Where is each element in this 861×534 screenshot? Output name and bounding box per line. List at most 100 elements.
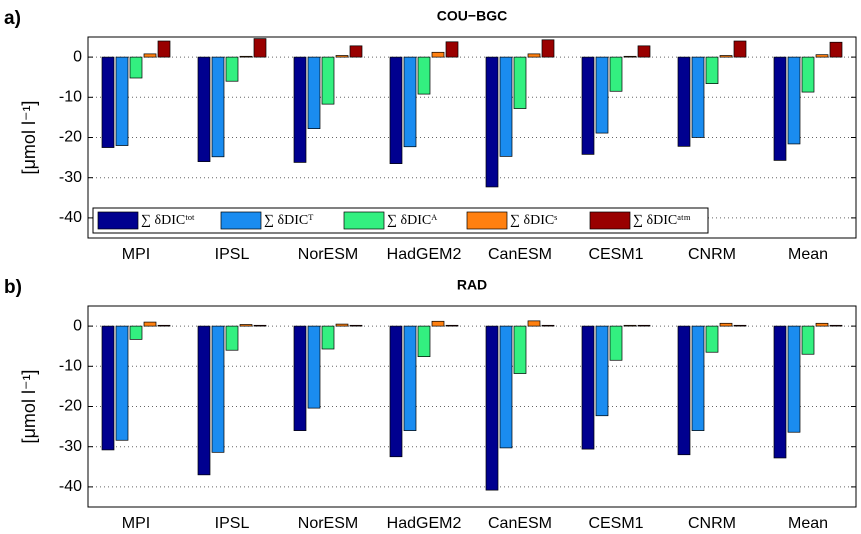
chart-title: COU−BGC [437,8,507,24]
bar [719,55,733,58]
bar [253,324,267,327]
x-tick-label: CanESM [488,246,552,263]
bar [499,325,513,449]
legend: ∑ δDICᵗᵒᵗ ∑ δDICᵀ ∑ δDICᴬ ∑ δDICˢ ∑ δDICᵃᵗᵐ [92,207,709,234]
bar [787,325,801,433]
bar [115,325,129,441]
bar [101,325,115,451]
bar [239,324,253,327]
bar [581,325,595,450]
bar [733,40,747,58]
y-tick-label: -30 [59,438,82,455]
bar [307,56,321,130]
legend-label: ∑ δDICᴬ [387,213,437,228]
bar [595,325,609,417]
y-axis-label: [μmol l⁻¹] [19,101,39,175]
y-tick-label: -40 [59,209,82,226]
x-tick-label: MPI [122,515,150,532]
legend-label: ∑ δDICᵀ [264,213,313,228]
bar [829,41,843,58]
legend-label: ∑ δDICˢ [510,213,557,228]
bar [417,56,431,95]
bar [829,324,843,327]
legend-swatch [466,211,508,230]
y-tick-label: 0 [73,317,82,334]
bar [211,56,225,158]
x-tick-label: CanESM [488,515,552,532]
bar [801,56,815,93]
bar [499,56,513,157]
y-tick-label: -40 [59,478,82,495]
bar [787,56,801,145]
bar [485,56,499,188]
bar [705,325,719,353]
y-tick-label: -20 [59,129,82,146]
bar [431,320,445,327]
bar [129,56,143,79]
bar [225,325,239,351]
bar [321,325,335,350]
bar [513,325,527,374]
x-tick-label: HadGEM2 [387,246,462,263]
y-tick-label: 0 [73,48,82,65]
bar [445,324,459,327]
legend-label: ∑ δDICᵃᵗᵐ [633,213,691,228]
x-tick-label: IPSL [215,515,250,532]
bar [733,324,747,327]
bar [197,325,211,476]
bar [335,55,349,58]
legend-label: ∑ δDICᵗᵒᵗ [141,213,195,228]
bar [801,325,815,355]
bar [719,322,733,327]
panel-label: b) [4,277,22,298]
bar [389,325,403,458]
bar [101,56,115,148]
y-axis-label: [μmol l⁻¹] [19,370,39,444]
bar [115,56,129,146]
y-tick-label: -10 [59,89,82,106]
bar [211,325,225,453]
bar [417,325,431,358]
bar [609,325,623,361]
x-tick-label: Mean [788,246,828,263]
bar [541,324,555,327]
bar [197,56,211,162]
bar [143,53,157,58]
bar [403,325,417,431]
bar [321,56,335,105]
x-tick-label: Mean [788,515,828,532]
x-tick-label: CNRM [688,515,736,532]
bar [691,325,705,431]
bar [595,56,609,134]
bar [225,56,239,82]
chart-title: RAD [457,277,487,293]
x-tick-label: IPSL [215,246,250,263]
y-tick-label: -20 [59,398,82,415]
plot-frame [87,36,857,239]
bar [293,325,307,431]
bar [541,39,555,58]
x-tick-label: CESM1 [588,246,643,263]
bar [815,322,829,327]
plot-frame [87,305,857,508]
bar [527,53,541,58]
x-tick-label: CNRM [688,246,736,263]
bar [239,55,253,58]
bar [157,40,171,58]
bar [773,56,787,161]
bar [485,325,499,491]
legend-swatch [343,211,385,230]
bar [129,325,143,340]
bar [335,323,349,327]
bar [431,51,445,58]
bar [253,38,267,58]
bar [143,321,157,327]
bar [637,324,651,327]
bar [677,325,691,456]
x-tick-label: NorESM [298,515,358,532]
bar [157,324,171,327]
y-tick-label: -10 [59,358,82,375]
bar [293,56,307,163]
bar [307,325,321,409]
legend-swatch [220,211,262,230]
